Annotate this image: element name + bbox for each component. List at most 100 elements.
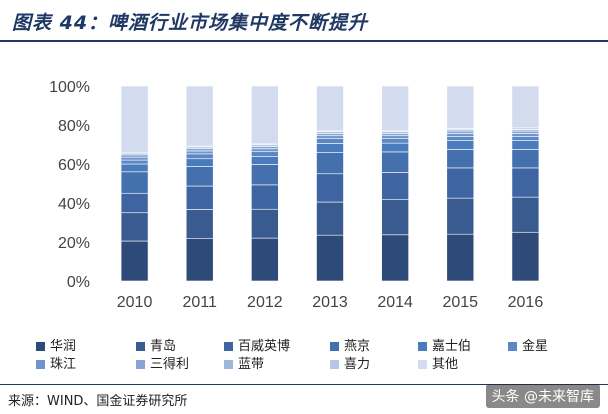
legend-label: 三得利 xyxy=(150,357,190,372)
bar-segment xyxy=(316,152,344,175)
x-tick-label: 2012 xyxy=(247,294,283,311)
legend-item: 嘉士伯 xyxy=(418,335,471,354)
bar-segment xyxy=(185,153,214,160)
legend-label: 青岛 xyxy=(150,339,177,354)
bar-segment xyxy=(185,166,214,187)
legend-item: 金星 xyxy=(508,335,548,354)
bar-segment xyxy=(446,85,475,129)
source-rule xyxy=(0,384,608,385)
y-tick-label: 100% xyxy=(49,79,90,96)
bar-segment xyxy=(120,171,149,194)
bar-segment xyxy=(316,173,344,203)
watermark: 头条 @未来智库 xyxy=(485,384,600,408)
bar-segment xyxy=(316,234,344,282)
bar-segment xyxy=(381,172,409,200)
bar-segment xyxy=(381,151,409,173)
bar-segment xyxy=(511,130,540,134)
bar-segment xyxy=(381,133,409,137)
legend-label: 珠江 xyxy=(50,357,77,372)
legend-swatch xyxy=(508,342,517,351)
y-tick-label: 40% xyxy=(58,196,90,213)
legend-item: 喜力 xyxy=(330,353,370,372)
legend-swatch xyxy=(224,360,233,369)
bar-segment xyxy=(185,238,214,282)
bar-segment xyxy=(120,85,149,153)
legend-item: 燕京 xyxy=(330,335,370,354)
legend-swatch xyxy=(418,342,427,351)
legend-item: 其他 xyxy=(418,353,458,372)
bar-segment xyxy=(316,138,344,144)
y-tick-label: 60% xyxy=(58,157,90,174)
legend-swatch xyxy=(136,360,145,369)
bar-segment xyxy=(381,142,409,153)
legend-label: 嘉士伯 xyxy=(432,339,472,354)
bar-segment xyxy=(381,199,409,236)
bar-segment xyxy=(446,136,475,141)
x-tick-label: 2016 xyxy=(508,294,544,311)
legend-item: 华润 xyxy=(36,335,76,354)
bar-segment xyxy=(251,208,279,239)
bar-segment xyxy=(381,234,409,282)
bar-segment xyxy=(316,135,344,139)
bar-segment xyxy=(120,159,149,165)
bar-segment xyxy=(511,149,540,169)
bar-segment xyxy=(316,201,344,236)
bar-segment xyxy=(251,151,279,157)
bar-segment xyxy=(251,164,279,186)
y-tick-label: 20% xyxy=(58,235,90,252)
legend-swatch xyxy=(36,342,45,351)
legend-swatch xyxy=(330,360,339,369)
bar-segment xyxy=(316,143,344,153)
bar-segment xyxy=(381,135,409,139)
bar-segment xyxy=(446,133,475,137)
bar-segment xyxy=(251,237,279,282)
legend-swatch xyxy=(224,342,233,351)
bar-segment xyxy=(120,192,149,214)
bar-segment xyxy=(185,209,214,239)
chart-title: 图表 44：啤酒行业市场集中度不断提升 xyxy=(12,12,369,34)
legend-label: 燕京 xyxy=(344,339,371,354)
bar-segment xyxy=(185,150,214,155)
bar-segment xyxy=(251,85,279,145)
x-tick-label: 2015 xyxy=(442,294,478,311)
bar-segment xyxy=(185,148,214,152)
legend-swatch xyxy=(418,360,427,369)
bar-segment xyxy=(511,231,540,282)
bar-segment xyxy=(185,158,214,167)
bar-segment xyxy=(120,154,149,158)
x-tick-label: 2011 xyxy=(183,294,218,311)
bar-segment xyxy=(446,233,475,282)
bar-segment xyxy=(446,130,475,134)
legend-swatch xyxy=(136,342,145,351)
bar-segment xyxy=(251,156,279,165)
bar-segment xyxy=(251,146,279,150)
bar-segment xyxy=(511,196,540,233)
x-tick-label: 2014 xyxy=(377,294,413,311)
source-note: 来源：WIND、国金证券研究所 xyxy=(8,394,188,409)
bar-segment xyxy=(120,163,149,173)
bar-segment xyxy=(120,212,149,242)
legend-swatch xyxy=(330,342,339,351)
legend-item: 蓝带 xyxy=(224,353,264,372)
bar-segment xyxy=(120,240,149,282)
bar-segment xyxy=(446,197,475,235)
bar-segment xyxy=(120,156,149,161)
title-rule xyxy=(0,40,608,42)
bar-segment xyxy=(511,133,540,137)
bar-segment xyxy=(381,85,409,132)
bar-segment xyxy=(185,85,214,147)
legend-label: 喜力 xyxy=(344,357,371,372)
legend-label: 华润 xyxy=(50,339,77,354)
legend-item: 珠江 xyxy=(36,353,76,372)
legend-item: 百威英博 xyxy=(224,335,290,354)
legend-label: 蓝带 xyxy=(238,357,265,372)
bar-segment xyxy=(251,148,279,153)
bar-segment xyxy=(381,138,409,144)
bar-segment xyxy=(251,184,279,210)
legend-item: 青岛 xyxy=(136,335,176,354)
bar-segment xyxy=(511,140,540,150)
bar-segment xyxy=(511,167,540,198)
x-tick-label: 2013 xyxy=(312,294,348,311)
bar-segment xyxy=(446,140,475,150)
